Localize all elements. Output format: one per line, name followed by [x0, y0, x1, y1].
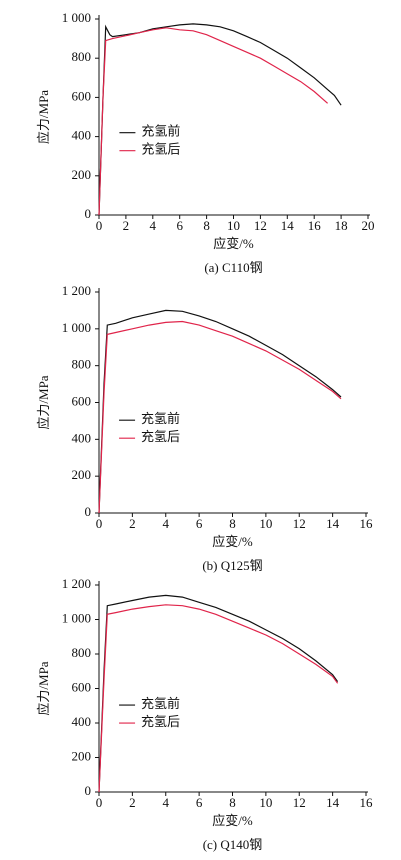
- y-tick-label: 200: [72, 467, 92, 482]
- legend-label: 充氢后: [141, 142, 180, 157]
- y-tick-label: 0: [85, 783, 92, 798]
- caption: (b) Q125钢: [202, 558, 262, 573]
- x-tick-label: 18: [335, 218, 348, 233]
- x-axis-label: 应变/%: [212, 534, 253, 549]
- x-tick-label: 0: [96, 795, 103, 810]
- x-tick-label: 6: [196, 516, 203, 531]
- x-tick-label: 10: [227, 218, 240, 233]
- y-tick-label: 1 000: [62, 10, 91, 25]
- x-axis-label: 应变/%: [213, 236, 254, 251]
- y-tick-label: 400: [72, 714, 92, 729]
- y-tick-label: 400: [72, 128, 92, 143]
- x-axis-label: 应变/%: [212, 813, 253, 828]
- y-tick-label: 600: [72, 679, 92, 694]
- y-tick-label: 800: [72, 49, 92, 64]
- y-tick-label: 0: [85, 504, 92, 519]
- x-tick-label: 4: [150, 218, 157, 233]
- x-tick-label: 16: [360, 795, 374, 810]
- y-tick-label: 1 000: [62, 610, 91, 625]
- x-tick-label: 2: [129, 795, 136, 810]
- y-tick-label: 0: [85, 206, 92, 221]
- y-tick-label: 800: [72, 645, 92, 660]
- x-tick-label: 2: [129, 516, 136, 531]
- x-tick-label: 14: [281, 218, 295, 233]
- series-line: [98, 320, 342, 514]
- y-tick-label: 800: [72, 357, 92, 372]
- x-tick-label: 12: [293, 516, 306, 531]
- x-tick-label: 20: [362, 218, 375, 233]
- legend-label: 充氢后: [141, 429, 180, 444]
- caption: (a) C110钢: [204, 260, 262, 275]
- legend-label: 充氢前: [141, 411, 180, 426]
- x-tick-label: 8: [229, 795, 236, 810]
- x-tick-label: 12: [254, 218, 267, 233]
- y-axis-label: 应力/MPa: [36, 661, 51, 715]
- x-tick-label: 6: [176, 218, 183, 233]
- y-tick-label: 1 000: [62, 320, 91, 335]
- x-tick-label: 16: [308, 218, 322, 233]
- caption: (c) Q140钢: [203, 837, 263, 852]
- x-tick-label: 14: [326, 516, 340, 531]
- x-tick-label: 0: [96, 516, 103, 531]
- y-tick-label: 1 200: [62, 283, 91, 298]
- x-tick-label: 10: [259, 795, 272, 810]
- x-tick-label: 16: [360, 516, 374, 531]
- y-tick-label: 1 200: [62, 576, 91, 591]
- series-line: [98, 27, 328, 216]
- x-tick-label: 10: [259, 516, 272, 531]
- legend-label: 充氢前: [141, 124, 180, 139]
- x-tick-label: 4: [163, 795, 170, 810]
- series-line: [98, 604, 339, 793]
- series-line: [98, 309, 342, 514]
- y-tick-label: 200: [72, 748, 92, 763]
- y-tick-label: 200: [72, 167, 92, 182]
- series-line: [98, 23, 342, 216]
- y-axis-label: 应力/MPa: [36, 375, 51, 429]
- x-tick-label: 8: [229, 516, 236, 531]
- legend-label: 充氢前: [141, 696, 180, 711]
- x-tick-label: 6: [196, 795, 203, 810]
- legend-label: 充氢后: [141, 714, 180, 729]
- y-tick-label: 400: [72, 430, 92, 445]
- x-tick-label: 2: [123, 218, 130, 233]
- x-tick-label: 4: [163, 516, 170, 531]
- x-tick-label: 8: [203, 218, 210, 233]
- y-tick-label: 600: [72, 88, 92, 103]
- x-tick-label: 0: [96, 218, 103, 233]
- series-line: [98, 594, 339, 793]
- x-tick-label: 12: [293, 795, 306, 810]
- y-tick-label: 600: [72, 393, 92, 408]
- y-axis-label: 应力/MPa: [36, 90, 51, 144]
- x-tick-label: 14: [326, 795, 340, 810]
